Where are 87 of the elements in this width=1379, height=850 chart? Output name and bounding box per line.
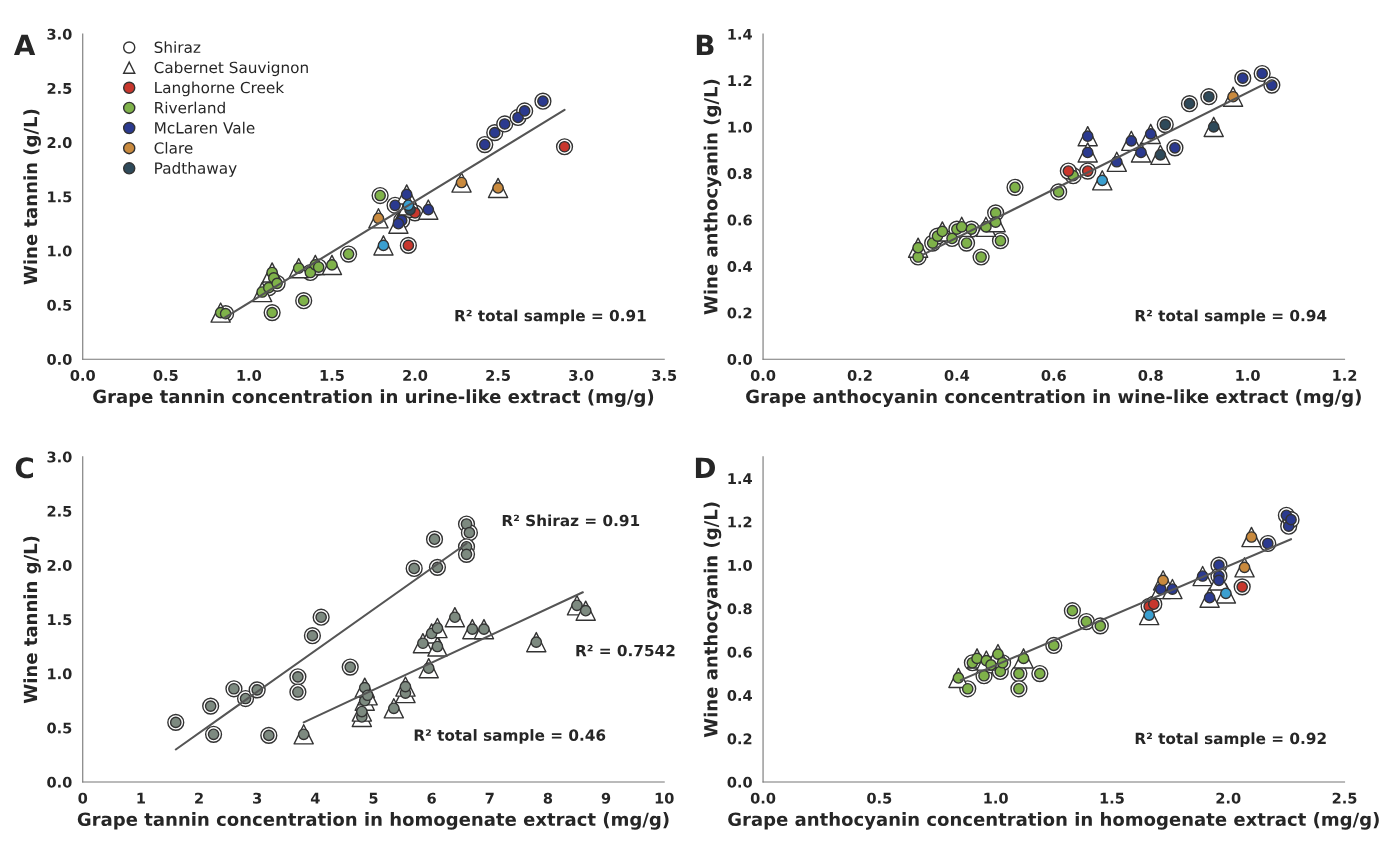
y-tick-label: 0.5 bbox=[47, 299, 72, 311]
x-axis-title: Grape anthocyanin concentration in wine-like extract (mg/g) bbox=[746, 389, 1361, 407]
y-tick-label: 0.2 bbox=[727, 307, 752, 319]
x-tick-label: 1.2 bbox=[1333, 369, 1357, 381]
x-tick-label: 1.5 bbox=[1100, 792, 1124, 804]
y-tick-label: 1.5 bbox=[48, 191, 72, 203]
annotation: R² = 0.7542 bbox=[576, 644, 675, 657]
x-tick-label: 1.0 bbox=[1236, 369, 1260, 381]
y-tick-label: 0.4 bbox=[727, 261, 752, 273]
y-tick-label: 0.8 bbox=[727, 603, 752, 615]
x-tick-label: 0.4 bbox=[944, 369, 970, 381]
annotation: R² Shiraz = 0.91 bbox=[502, 514, 640, 527]
x-tick-label: 1.5 bbox=[320, 370, 344, 381]
x-tick-label: 3.0 bbox=[569, 369, 594, 381]
y-tick-label: 2.5 bbox=[47, 82, 72, 94]
chart-title: C bbox=[15, 457, 34, 479]
x-tick-label: 0.2 bbox=[847, 369, 872, 381]
y-tick-label: 3.0 bbox=[47, 28, 72, 40]
x-tick-label: 8 bbox=[543, 792, 553, 804]
legend-label: Langhorne Creek bbox=[155, 81, 285, 97]
x-tick-label: 3 bbox=[253, 792, 262, 804]
y-tick-label: 0.0 bbox=[727, 353, 752, 365]
annotation: R² total sample = 0.46 bbox=[414, 729, 606, 744]
y-tick-label: 3.0 bbox=[47, 451, 72, 463]
x-tick-label: 2.5 bbox=[1332, 792, 1357, 804]
x-tick-label: 5 bbox=[369, 792, 378, 804]
y-tick-label: 0.6 bbox=[727, 646, 752, 658]
x-tick-label: 10 bbox=[655, 792, 674, 804]
y-tick-label: 0.0 bbox=[727, 776, 752, 788]
x-tick-label: 0.5 bbox=[153, 369, 178, 381]
legend-label: Cabernet Sauvignon bbox=[154, 61, 308, 77]
chart-title: D bbox=[695, 457, 715, 478]
x-tick-label: 6 bbox=[427, 792, 436, 804]
y-tick-label: 1.0 bbox=[48, 245, 72, 257]
x-tick-label: 0.0 bbox=[70, 369, 95, 381]
y-tick-label: 2.0 bbox=[47, 559, 72, 571]
x-tick-label: 0.0 bbox=[750, 369, 776, 381]
y-axis-title: Wine tannin (g/L) bbox=[23, 109, 41, 285]
y-tick-label: 1.2 bbox=[728, 75, 752, 86]
y-tick-label: 1.4 bbox=[728, 28, 752, 40]
y-axis-title: Wine tannin g/L) bbox=[23, 536, 41, 704]
legend-label: Shiraz bbox=[154, 41, 201, 54]
chart-title: A bbox=[13, 34, 36, 56]
annotation: R² total sample = 0.91 bbox=[455, 309, 646, 325]
y-tick-label: 1.0 bbox=[728, 121, 752, 133]
x-tick-label: 0.5 bbox=[867, 792, 892, 804]
x-tick-label: 0.8 bbox=[1138, 369, 1163, 381]
y-tick-label: 1.0 bbox=[728, 559, 752, 571]
chart-title: B bbox=[696, 34, 714, 56]
legend-label: Riverland bbox=[155, 101, 225, 114]
x-axis-title: Grape tannin concentration in urine-like extract (mg/g) bbox=[93, 389, 654, 407]
x-tick-label: 9 bbox=[601, 792, 611, 804]
x-tick-label: 1 bbox=[137, 792, 145, 804]
x-tick-label: 2.0 bbox=[403, 369, 428, 381]
legend-label: McLaren Vale bbox=[155, 121, 255, 134]
y-tick-label: 1.4 bbox=[728, 473, 752, 484]
y-tick-label: 1.0 bbox=[48, 668, 72, 680]
y-tick-label: 0.8 bbox=[727, 168, 752, 180]
x-axis-title: Grape tannin concentration in homogenate extract (mg/g) bbox=[77, 812, 669, 830]
y-axis-title: Wine anthocyanin (g/L) bbox=[703, 502, 722, 738]
y-tick-label: 0.4 bbox=[727, 689, 752, 702]
x-tick-label: 2.5 bbox=[486, 369, 510, 381]
y-tick-label: 2.5 bbox=[47, 505, 72, 517]
y-tick-label: 0.0 bbox=[47, 776, 72, 788]
x-tick-label: 7 bbox=[485, 792, 494, 804]
x-tick-label: 2.0 bbox=[1216, 792, 1241, 804]
x-tick-label: 3.5 bbox=[652, 369, 677, 381]
x-tick-label: 1.0 bbox=[237, 369, 262, 381]
annotation: R² total sample = 0.92 bbox=[1135, 732, 1326, 748]
legend-label: Clare bbox=[154, 141, 193, 154]
y-tick-label: 0.5 bbox=[47, 722, 72, 734]
annotation: R² total sample = 0.94 bbox=[1135, 309, 1327, 325]
x-tick-label: 0.6 bbox=[1041, 369, 1066, 381]
x-tick-label: 0 bbox=[78, 792, 88, 804]
x-axis-title: Grape anthocyanin concentration in homogenate extract (mg/g) bbox=[728, 812, 1379, 830]
y-tick-label: 1.5 bbox=[48, 614, 72, 626]
y-tick-label: 0.2 bbox=[727, 733, 752, 745]
y-axis-title: Wine anthocyanin (g/L) bbox=[703, 79, 722, 315]
x-tick-label: 4 bbox=[310, 792, 320, 804]
y-tick-label: 0.0 bbox=[47, 353, 72, 365]
x-tick-label: 2 bbox=[195, 792, 203, 804]
y-tick-label: 0.6 bbox=[727, 214, 752, 226]
legend-label: Padthaway bbox=[155, 162, 237, 177]
x-tick-label: 1.0 bbox=[984, 792, 1008, 804]
y-tick-label: 1.2 bbox=[728, 516, 752, 528]
y-tick-label: 2.0 bbox=[47, 137, 72, 149]
x-tick-label: 0.0 bbox=[750, 792, 776, 804]
